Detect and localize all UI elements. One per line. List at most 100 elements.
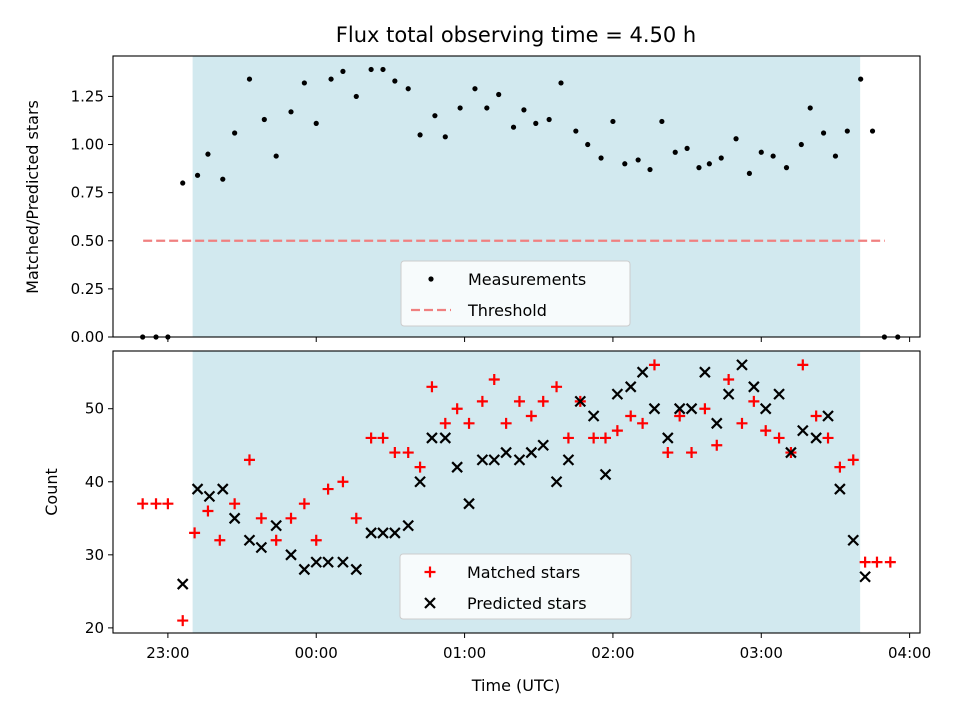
predicted-stars-point <box>599 468 612 481</box>
predicted-stars-point <box>322 556 334 568</box>
matched-stars-point <box>298 498 310 510</box>
measurements-point <box>696 165 702 171</box>
measurements-point <box>573 128 579 134</box>
measurements-point <box>820 130 827 136</box>
matched-stars-point <box>760 425 772 437</box>
measurements-point <box>301 80 307 86</box>
matched-stars-point <box>463 417 475 429</box>
matched-stars-point <box>871 556 883 568</box>
predicted-stars-point <box>525 446 538 459</box>
predicted-stars-point <box>270 519 282 532</box>
measurements-point <box>232 130 238 136</box>
predicted-stars-point <box>488 454 501 466</box>
matched-stars-point <box>377 432 389 444</box>
predicted-stars-point <box>310 556 323 568</box>
matched-stars-point <box>189 527 201 539</box>
matched-stars-point <box>686 447 698 459</box>
x-tick-label: 02:00 <box>591 644 634 662</box>
top-legend-box <box>400 260 631 327</box>
predicted-stars-point <box>648 402 661 415</box>
measurements-point <box>807 105 813 111</box>
predicted-stars-point <box>636 366 649 378</box>
predicted-stars-point <box>611 388 624 400</box>
predicted-stars-point <box>463 497 475 510</box>
top-y-tick-label: 0.00 <box>71 328 104 346</box>
measurements-point <box>273 153 279 159</box>
predicted-stars-point <box>176 578 189 590</box>
predicted-stars-point <box>587 410 600 422</box>
matched-stars-point <box>177 615 189 627</box>
matched-stars-point <box>834 461 846 473</box>
matched-stars-point <box>337 476 349 488</box>
measurements-point <box>417 132 423 138</box>
measurements-point <box>484 105 490 111</box>
matched-stars-point <box>637 417 649 429</box>
predicted-stars-point <box>365 527 377 539</box>
predicted-stars-point <box>216 483 229 495</box>
predicted-stars-point <box>773 388 785 400</box>
measurements-point <box>194 172 201 178</box>
predicted-stars-point <box>243 534 256 546</box>
predicted-stars-point <box>624 381 637 393</box>
bottom-panel: 20 30 40 50 23:00 00:00 01:00 02:00 03:00 04:00 Ma… <box>85 350 931 662</box>
predicted-stars-point <box>797 424 809 437</box>
matched-stars-point <box>773 432 785 444</box>
predicted-stars-point <box>748 381 760 393</box>
matched-stars-point <box>310 534 322 546</box>
predicted-stars-legend-swatch <box>424 597 436 609</box>
measurements-point <box>546 116 552 123</box>
measurements-point <box>858 76 864 82</box>
predicted-stars-point <box>228 512 241 525</box>
matched-stars-point <box>270 534 282 546</box>
predicted-stars-point <box>710 417 723 430</box>
predicted-stars-point <box>834 483 846 495</box>
y-axis-label-top: Matched/Predicted stars <box>23 100 42 294</box>
predicted-stars-point <box>859 570 871 583</box>
predicted-stars-point <box>298 563 311 576</box>
measurements-point <box>684 145 690 151</box>
matched-stars-point <box>414 461 426 473</box>
predicted-stars-point <box>285 549 297 561</box>
top-y-tick-label: 0.75 <box>71 184 104 202</box>
predicted-stars-point <box>662 432 674 444</box>
matched-stars-point <box>822 432 834 444</box>
x-tick-label: 01:00 <box>443 644 486 662</box>
bottom-y-tick-label: 40 <box>85 473 104 491</box>
measurements-point <box>246 76 253 82</box>
measurements-point <box>585 141 591 148</box>
matched-stars-point <box>202 505 214 517</box>
measurements-point <box>783 165 790 171</box>
predicted-stars-point <box>414 475 426 488</box>
matched-stars-point <box>229 498 241 510</box>
matched-stars-point <box>551 381 563 393</box>
measurements-point <box>610 118 616 125</box>
matched-stars-point <box>588 432 600 444</box>
predicted-stars-point <box>574 395 587 408</box>
y-axis-label-bottom: Count <box>42 468 61 516</box>
matched-stars-point <box>500 417 512 429</box>
matched-stars-point <box>513 395 525 407</box>
measurements-point <box>844 128 850 134</box>
bottom-y-tick-label: 20 <box>85 619 104 637</box>
measurements-legend-label: Measurements <box>468 270 586 289</box>
matched-stars-point <box>350 512 362 524</box>
predicted-stars-point <box>673 402 686 415</box>
bottom-legend: Matched stars Predicted stars <box>399 553 632 620</box>
threshold-legend-label: Threshold <box>467 301 547 320</box>
predicted-stars-point <box>426 432 438 444</box>
matched-stars-point <box>859 556 871 568</box>
measurements-point <box>533 120 539 126</box>
measurements-point <box>718 155 724 161</box>
matched-stars-point <box>723 373 735 385</box>
predicted-stars-point <box>562 454 575 466</box>
measurements-point <box>205 151 211 157</box>
measurements-point <box>220 176 226 182</box>
predicted-stars-point <box>822 410 834 422</box>
predicted-stars-point <box>810 432 822 444</box>
measurements-point <box>733 136 739 142</box>
measurements-point <box>180 180 186 186</box>
matched-stars-point <box>600 432 612 444</box>
measurements-point <box>392 78 398 84</box>
predicted-stars-point <box>389 527 401 539</box>
matched-stars-point <box>562 432 574 444</box>
